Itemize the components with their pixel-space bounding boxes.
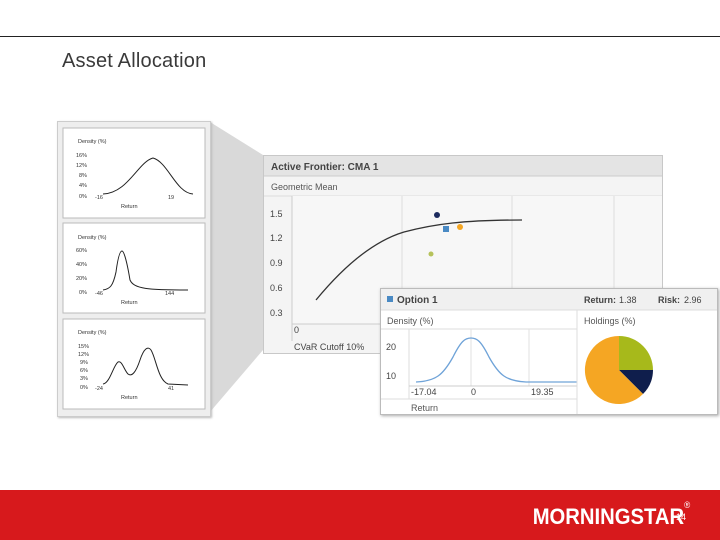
mini-2-tick-2: 20%: [76, 276, 87, 282]
mini-charts-svg: Density (%) 16% 12% 8% 4% 0% -16 19 Retu…: [62, 127, 206, 410]
frontier-point-option-1[interactable]: [443, 226, 449, 232]
mini-chart-3: [62, 318, 206, 410]
option-return-value: 1.38: [619, 295, 637, 305]
pie-slice-navy[interactable]: [619, 370, 653, 394]
option-marker-icon: [387, 296, 393, 302]
logo-text: MORNINGSTAR: [532, 504, 684, 529]
mini-1-tick-4: 0%: [79, 194, 87, 200]
mini-1-tick-0: 16%: [76, 153, 87, 159]
pie-slice-green[interactable]: [619, 336, 653, 370]
mini-3-tick-3: 6%: [80, 368, 88, 374]
option-return-label: Return:: [584, 295, 616, 305]
mini-2-curve: [102, 250, 189, 291]
frontier-ytick-2: 0.9: [270, 258, 283, 268]
option-density-curve: [415, 337, 577, 383]
option-panel: Option 1 Return: 1.38 Risk: 2.96 Density…: [380, 288, 718, 415]
logo-registered-mark: ®: [683, 500, 690, 510]
mini-3-tick-5: 0%: [80, 385, 88, 391]
mini-1-xmin: -16: [95, 195, 103, 201]
mini-2-xmax: 144: [165, 291, 174, 297]
mini-1-curve: [102, 157, 194, 195]
page-number: 14: [675, 512, 686, 522]
footer-bar: [0, 490, 720, 540]
mini-2-xlabel: Return: [121, 300, 138, 306]
mini-2-ylabel: Density (%): [78, 235, 107, 241]
option-density-tick-0: 20: [386, 342, 396, 352]
frontier-curve: [315, 219, 523, 301]
frontier-ylabel: Geometric Mean: [271, 182, 338, 192]
mini-1-tick-2: 8%: [79, 173, 87, 179]
mini-1-tick-3: 4%: [79, 183, 87, 189]
option-svg: Option 1 Return: 1.38 Risk: 2.96 Density…: [381, 289, 717, 414]
option-xlabel: Return: [411, 403, 438, 413]
option-xtick-1: 0: [471, 387, 476, 397]
option-risk-label: Risk:: [658, 295, 680, 305]
mini-3-tick-2: 9%: [80, 360, 88, 366]
option-xtick-2: 19.35: [531, 387, 554, 397]
mini-1-xlabel: Return: [121, 204, 138, 210]
frontier-ytick-1: 1.2: [270, 233, 283, 243]
morningstar-logo: MORNINGSTAR®: [532, 500, 690, 530]
mini-3-tick-4: 3%: [80, 376, 88, 382]
mini-3-tick-1: 12%: [78, 352, 89, 358]
frontier-point-green[interactable]: [428, 251, 434, 257]
top-rule: [0, 36, 720, 37]
mini-3-xmax: 41: [168, 386, 174, 392]
mini-3-xlabel: Return: [121, 395, 138, 401]
slide-title: Asset Allocation: [62, 50, 207, 72]
option-risk-value: 2.96: [684, 295, 702, 305]
frontier-ytick-3: 0.6: [270, 283, 283, 293]
frontier-cutoff-label: CVaR Cutoff 10%: [294, 342, 364, 352]
mini-1-tick-1: 12%: [76, 163, 87, 169]
frontier-title: Active Frontier: CMA 1: [271, 162, 379, 173]
frontier-point-orange[interactable]: [457, 224, 463, 230]
option-xtick-0: -17.04: [411, 387, 437, 397]
mini-1-ylabel: Density (%): [78, 139, 107, 145]
option-title: Option 1: [397, 295, 438, 306]
frontier-point-dark[interactable]: [434, 212, 440, 218]
mini-3-curve: [102, 347, 189, 386]
mini-chart-1: [62, 127, 206, 219]
mini-chart-2: [62, 222, 206, 314]
option-density-label: Density (%): [387, 316, 434, 326]
mini-3-tick-0: 15%: [78, 344, 89, 350]
option-holdings-label: Holdings (%): [584, 316, 636, 326]
mini-chart-stack: Density (%) 16% 12% 8% 4% 0% -16 19 Retu…: [57, 121, 211, 417]
pie-slice-orange[interactable]: [584, 335, 643, 404]
mini-2-tick-0: 60%: [76, 248, 87, 254]
mini-2-xmin: -46: [95, 291, 103, 297]
frontier-ytick-4: 0.3: [270, 308, 283, 318]
mini-2-tick-1: 40%: [76, 262, 87, 268]
frontier-xtick-0: 0: [294, 325, 299, 335]
option-density-tick-1: 10: [386, 371, 396, 381]
holdings-pie: [584, 335, 653, 404]
frontier-ytick-0: 1.5: [270, 209, 283, 219]
mini-3-xmin: -24: [95, 386, 103, 392]
mini-3-ylabel: Density (%): [78, 330, 107, 336]
mini-1-xmax: 19: [168, 195, 174, 201]
mini-2-tick-3: 0%: [79, 290, 87, 296]
